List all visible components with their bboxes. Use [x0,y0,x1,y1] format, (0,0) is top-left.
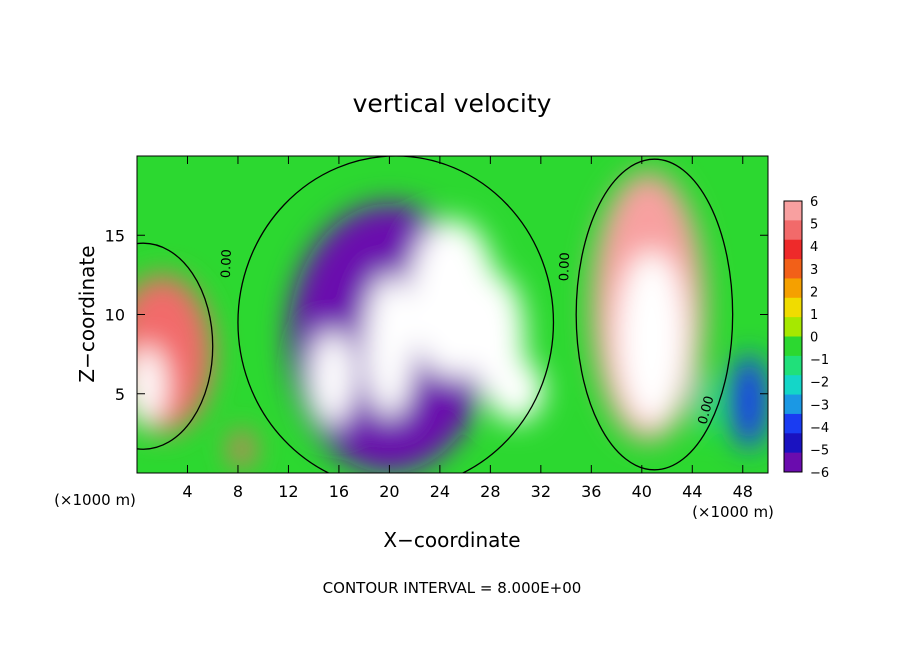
colorbar-tick-label: −5 [810,443,829,458]
colorbar-tick-label: −4 [810,421,829,436]
colorbar-swatch [784,259,802,279]
colorbar-swatch [784,452,802,473]
field-feature [309,330,356,426]
x-tick-label: 48 [733,482,753,501]
x-tick-label: 28 [480,482,500,501]
x-tick-label: 12 [278,482,298,501]
colorbar-swatch [784,317,802,337]
y-tick-label: 15 [105,226,125,245]
x-tick-label: 20 [379,482,399,501]
colorbar-frame [783,200,803,473]
x-axis-label: X−coordinate [383,528,520,552]
colorbar-tick-label: 5 [810,218,818,233]
zero-contours [137,156,734,473]
x-axis: 4 8 12 16 20 24 28 32 36 40 44 48 [182,156,753,501]
colorbar-swatch [784,278,802,299]
x-unit-left: (×1000 m) [54,491,136,509]
colorbar: 6 5 4 3 2 1 0 −1 −2 −3 −4 −5 −6 [783,195,829,481]
field-feature [230,430,254,469]
y-tick-label: 5 [115,385,125,404]
colorbar-swatch [784,201,802,221]
y-tick-label: 10 [105,306,125,325]
field-feature [137,346,167,426]
field-feature [616,251,688,426]
colorbar-tick-label: 1 [810,308,818,323]
colorbar-tick-label: −1 [810,353,829,368]
x-unit-right: (×1000 m) [692,503,774,521]
plot-area [137,156,768,473]
colorbar-tick-label: 0 [810,331,818,346]
colorbar-swatch [784,433,802,454]
y-axis-label: Z−coordinate [75,245,99,382]
colorbar-tick-label: 6 [810,195,818,210]
x-tick-label: 40 [632,482,652,501]
velocity-field [137,171,768,473]
contour-interval-note: CONTOUR INTERVAL = 8.000E+00 [323,579,582,597]
zero-contour [575,158,734,471]
colorbar-tick-label: −3 [810,398,829,413]
colorbar-swatch [784,220,802,241]
contour-label: 0.00 [219,249,235,278]
contour-labels: 0.00 0.00 0.00 [219,249,718,426]
colorbar-swatch [784,394,802,415]
colorbar-swatch [784,413,802,434]
x-tick-label: 36 [581,482,601,501]
colorbar-swatch [784,336,802,357]
contour-label: 0.00 [557,252,573,281]
x-tick-label: 4 [182,482,192,501]
colorbar-swatch [784,355,802,376]
zero-contour [137,242,214,450]
x-tick-label: 44 [682,482,702,501]
colorbar-swatch [784,297,802,318]
colorbar-swatch [784,375,802,396]
field-feature [730,354,768,450]
field-feature [364,274,415,418]
colorbar-tick-label: 2 [810,285,818,300]
zero-contour [237,156,555,473]
colorbar-tick-label: −6 [810,466,829,481]
x-tick-label: 24 [430,482,450,501]
field-feature [487,358,544,423]
colorbar-swatch [784,239,802,260]
y-axis: 5 10 15 [105,226,768,404]
field-feature [697,369,713,434]
x-tick-label: 8 [233,482,243,501]
colorbar-tick-label: −2 [810,376,829,391]
x-tick-label: 16 [329,482,349,501]
colorbar-tick-label: 3 [810,263,818,278]
colorbar-tick-label: 4 [810,240,818,255]
contour-label: 0.00 [696,394,718,426]
chart-title: vertical velocity [353,89,552,118]
x-tick-label: 32 [531,482,551,501]
